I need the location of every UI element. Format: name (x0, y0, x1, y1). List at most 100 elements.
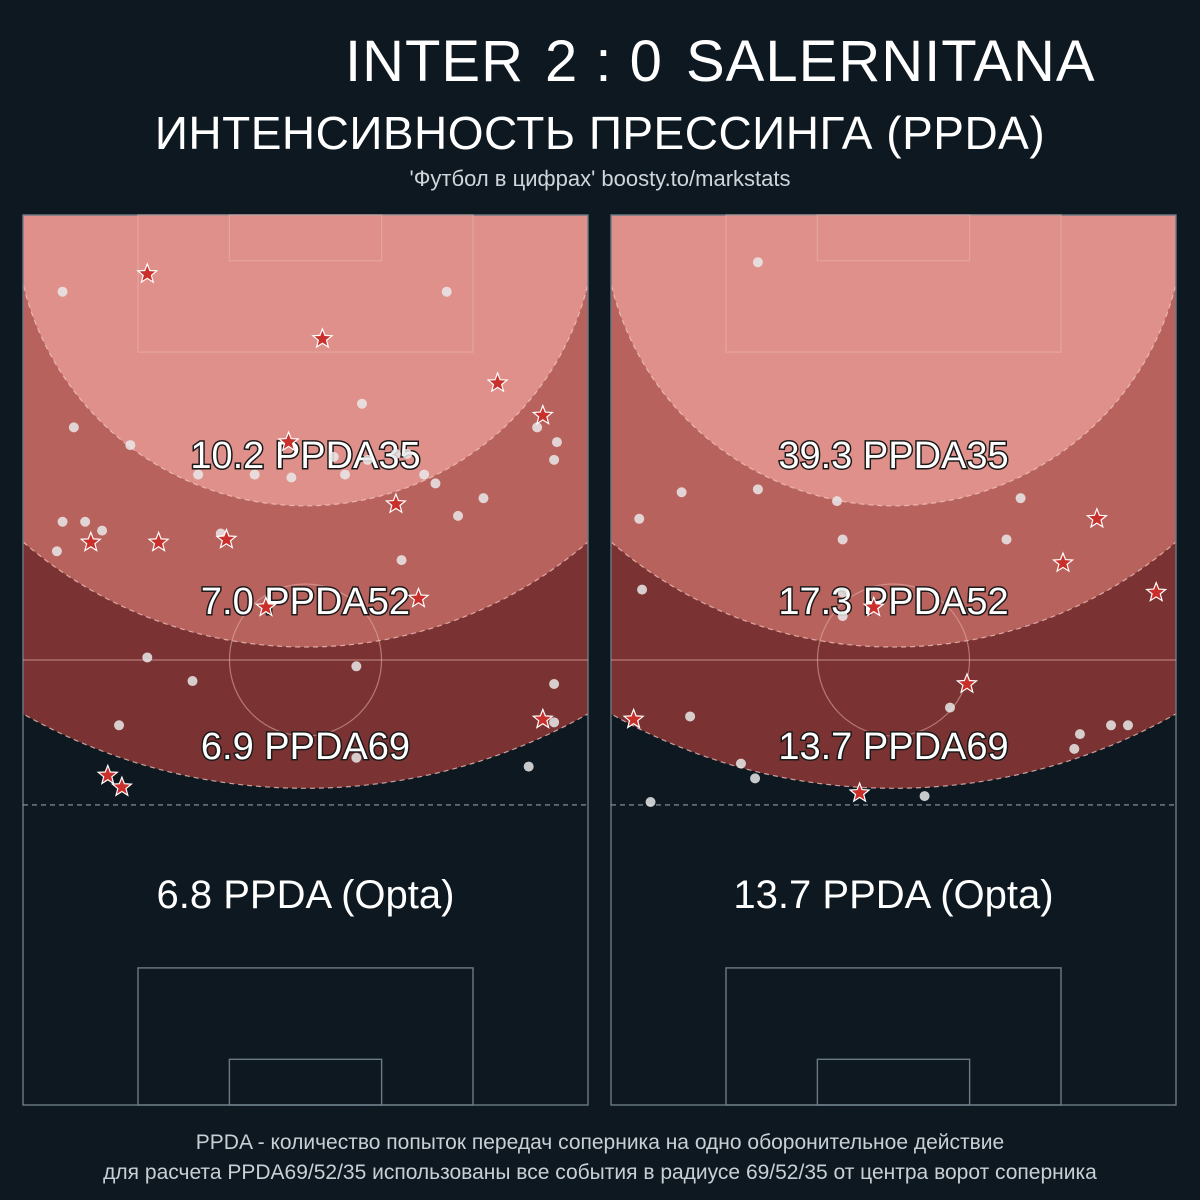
zone-ppda35 (611, 215, 1176, 506)
top-goal-area (228, 214, 383, 262)
pitch-panel-salernitana: 39.3 PPDA35 17.3 PPDA52 13.7 PPDA69 13.7 PP… (610, 214, 1177, 1106)
defensive-action-dot (357, 398, 367, 409)
defensive-action-dot (685, 711, 696, 722)
ball-recovery-star (531, 403, 554, 426)
footer-line-1: PPDA - количество попыток передач соперн… (195, 1131, 1005, 1154)
ball-recovery-star (955, 672, 979, 694)
ball-recovery-star (1085, 507, 1108, 529)
defensive-action-dot (419, 469, 430, 480)
top-goal-area (816, 214, 971, 262)
zone-boundary-52 (611, 541, 1176, 648)
defensive-action-dot (549, 678, 560, 689)
defensive-action-dot (351, 752, 362, 763)
defensive-action-dot (752, 257, 763, 268)
defensive-action-dot (551, 437, 562, 448)
defensive-action-dot (193, 469, 204, 480)
home-team-name: INTER (345, 29, 524, 94)
defensive-action-dot (114, 720, 125, 731)
defensive-action-dot (549, 717, 560, 728)
defensive-action-dot (919, 791, 930, 802)
ball-recovery-star (1051, 551, 1075, 573)
defensive-action-dot (402, 448, 413, 459)
ball-recovery-star (147, 530, 170, 552)
ball-recovery-star (215, 527, 238, 549)
ball-recovery-star (622, 707, 645, 729)
ball-recovery-star (254, 595, 278, 617)
defensive-action-dot (249, 469, 260, 480)
ball-recovery-star (848, 781, 871, 803)
ppda-zones (611, 215, 1176, 789)
ball-recovery-star (407, 586, 430, 608)
ball-recovery-star (277, 430, 300, 452)
defensive-action-dot (68, 422, 79, 433)
ball-recovery-star (862, 595, 885, 617)
centre-circle (816, 583, 971, 737)
ball-recovery-star (1145, 580, 1168, 602)
defensive-action-dot (441, 286, 452, 297)
opta-ppda-label: 13.7 PPDA (Opta) (733, 873, 1053, 917)
zone-label-ppda35: 39.3 PPDA35 (778, 435, 1008, 477)
away-team-name: SALERNITANA (686, 29, 1096, 94)
match-title: INTER 2 : 0 SALERNITANA (0, 28, 1200, 363)
defensive-action-dot (832, 496, 842, 507)
zone-boundary-52 (23, 541, 588, 648)
defensive-action-dot (430, 478, 441, 489)
ball-recovery-star (384, 492, 407, 514)
zone-label-ppda52: 7.0 PPDA52 (201, 581, 410, 623)
defensive-action-dot (523, 761, 534, 772)
zone-label-ppda52: 17.3 PPDA52 (778, 581, 1008, 623)
defensive-action-dot (142, 652, 153, 663)
defensive-action-dot (396, 555, 407, 566)
defensive-action-dot (453, 510, 464, 521)
zone-label-ppda69: 6.9 PPDA69 (201, 726, 410, 768)
defensive-action-dot (1074, 729, 1085, 740)
chart-subtitle: ИНТЕНСИВНОСТЬ ПРЕССИНГА (PPDA) (154, 107, 1046, 159)
ball-recovery-star (110, 775, 133, 797)
defensive-action-dot (390, 448, 401, 459)
defensive-action-dot (837, 587, 848, 598)
defensive-action-dot (125, 440, 136, 451)
defensive-action-dot (286, 472, 297, 483)
defensive-action-dot (645, 796, 656, 807)
ball-recovery-star (96, 763, 119, 785)
ball-recovery-star (311, 327, 334, 349)
defensive-action-dot (478, 493, 489, 504)
defensive-action-dot (752, 484, 763, 495)
defensive-action-dot (945, 702, 955, 713)
defensive-action-dot (532, 422, 543, 433)
defensive-action-dot (97, 525, 108, 536)
footer-notes: PPDA - количество попыток передач соперн… (0, 1128, 1200, 1188)
defensive-action-dot (57, 286, 68, 297)
defensive-action-dot (1015, 493, 1026, 504)
defensive-action-dot (637, 584, 648, 595)
zone-label-ppda69: 13.7 PPDA69 (778, 726, 1008, 768)
defensive-action-dot (362, 454, 373, 465)
zone-label-ppda35: 10.2 PPDA35 (190, 435, 420, 477)
defensive-action-dot (80, 516, 91, 527)
defensive-action-dot (837, 534, 848, 545)
defensive-action-dot (328, 451, 339, 462)
defensive-action-dot (1069, 743, 1080, 754)
ball-recovery-star (79, 530, 102, 552)
ball-recovery-star (486, 371, 509, 393)
footer-line-2: для расчета PPDA69/52/35 использованы вс… (103, 1161, 1097, 1184)
header: INTER 2 : 0 SALERNITANA ИНТЕНСИВНОСТЬ ПР… (0, 0, 1200, 210)
defensive-action-dot (634, 513, 645, 524)
defensive-action-dot (549, 454, 560, 465)
defensive-action-dot (837, 611, 848, 622)
defensive-action-dot (1001, 534, 1012, 545)
zone-boundary-69 (23, 713, 588, 789)
ball-recovery-star (531, 707, 554, 729)
zone-boundary-69 (611, 713, 1176, 789)
bottom-goal-area (816, 1058, 971, 1106)
opta-ppda-label: 6.8 PPDA (Opta) (157, 873, 455, 917)
match-score: 2 : 0 (545, 29, 663, 94)
defensive-action-dot (51, 546, 62, 557)
defensive-action-dot (351, 661, 362, 672)
ppda-zones (23, 215, 588, 789)
defensive-action-dot (57, 516, 68, 527)
source-credit: 'Футбол в цифрах' boosty.to/markstats (409, 166, 791, 191)
centre-circle (228, 583, 383, 737)
defensive-action-dot (1106, 720, 1117, 731)
